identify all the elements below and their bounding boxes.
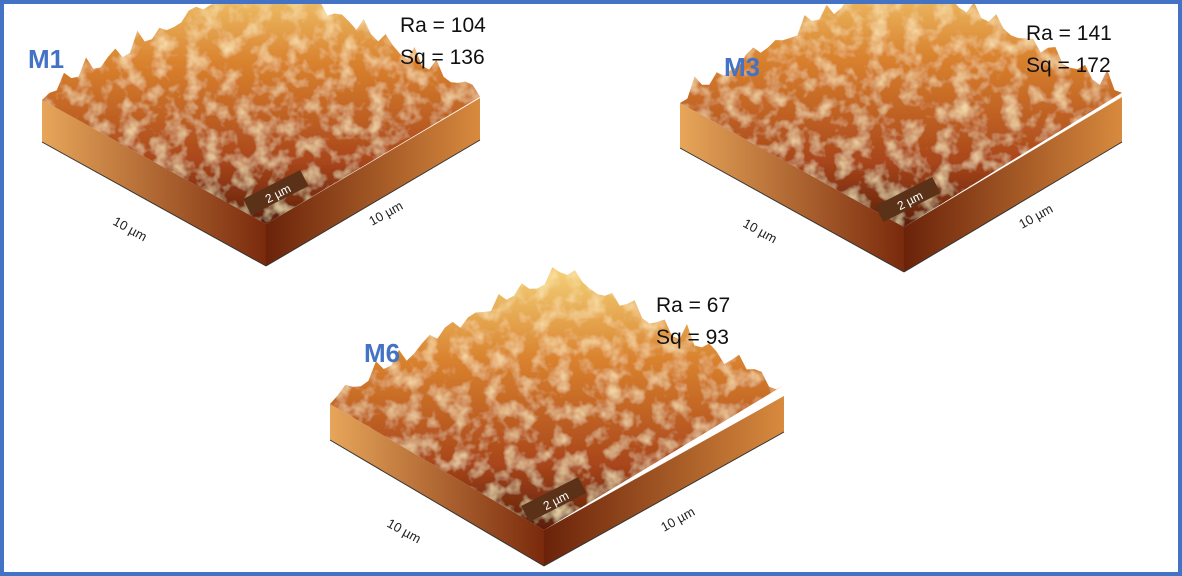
scale-bar-bg bbox=[243, 169, 309, 216]
side-left bbox=[42, 100, 266, 266]
axis-label: 10 µm bbox=[111, 214, 150, 245]
panel-label: M1 bbox=[28, 44, 64, 74]
sq-value: Sq = 136 bbox=[400, 46, 485, 69]
side-right bbox=[904, 97, 1122, 272]
axis bbox=[679, 147, 905, 273]
side-left bbox=[330, 404, 544, 566]
side-right bbox=[266, 98, 480, 266]
ra-value: Ra = 104 bbox=[400, 14, 486, 37]
axis-label: 10 µm bbox=[741, 216, 780, 247]
ra-value: Ra = 141 bbox=[1026, 22, 1112, 45]
scale-bar-bg bbox=[521, 476, 587, 523]
panel-label: M6 bbox=[364, 338, 400, 368]
sq-value: Sq = 172 bbox=[1026, 54, 1111, 77]
sq-value: Sq = 93 bbox=[656, 326, 729, 349]
panel-label: M3 bbox=[724, 52, 760, 82]
axis bbox=[543, 431, 785, 567]
axis bbox=[265, 139, 481, 267]
axis-label: 10 µm bbox=[658, 504, 697, 535]
surface bbox=[42, 4, 480, 224]
side-right bbox=[544, 396, 784, 566]
surface bbox=[330, 267, 784, 530]
axis bbox=[329, 439, 545, 567]
side-left bbox=[680, 103, 904, 272]
surface bbox=[680, 4, 1122, 227]
axis-label: 10 µm bbox=[1016, 201, 1055, 232]
axis-label: 10 µm bbox=[385, 516, 424, 547]
scale-bar-bg bbox=[875, 176, 941, 223]
ra-value: Ra = 67 bbox=[656, 294, 730, 317]
axis bbox=[903, 141, 1123, 273]
axis bbox=[41, 141, 267, 267]
